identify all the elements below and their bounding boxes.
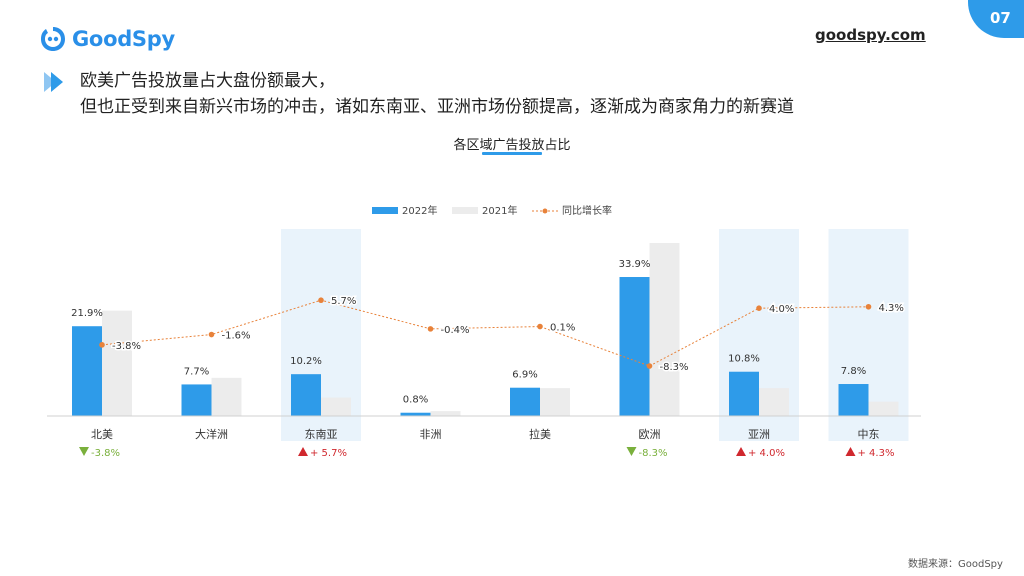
bar-2021-2 [321,397,351,416]
growth-point-0 [99,342,105,348]
bar-2022-0 [72,326,102,416]
growth-point-6 [756,305,762,312]
change-label-4: + 4.3% [858,448,895,459]
legend-swatch-0 [372,207,398,214]
growth-label-0: -3.8% [112,341,141,352]
headline-line-2: 但也正受到来自新兴市场的冲击，诸如东南亚、亚洲市场份额提高，逐渐成为商家角力的新… [80,97,794,117]
growth-point-2 [318,297,324,304]
brand-logo: GoodSpy [40,26,175,52]
down-triangle-icon-2 [626,447,637,456]
bar-2021-0 [102,310,132,416]
bar-2022-3 [400,412,431,416]
bar-2022-1 [181,384,212,416]
legend-label-1: 2021年 [482,204,517,217]
legend-swatch-1 [452,207,478,214]
site-link[interactable]: goodspy.com [815,26,926,44]
bar-2022-label-3: 0.8% [403,395,428,406]
bar-2022-label-0: 21.9% [71,308,103,319]
category-label-7: 中东 [858,428,880,441]
growth-point-1 [208,331,215,338]
category-label-4: 拉美 [529,427,551,441]
bar-2022-label-1: 7.7% [184,366,209,377]
up-triangle-icon-3 [736,447,746,456]
category-label-5: 欧洲 [639,428,661,441]
bar-2022-label-6: 10.8% [728,354,760,365]
growth-label-1: -1.6% [222,331,251,342]
growth-label-2: 5.7% [331,296,356,307]
bar-2022-4 [510,387,540,416]
brand-name: GoodSpy [72,27,175,51]
data-source: 数据来源：GoodSpy [908,559,1003,570]
page-number: 07 [990,9,1011,27]
legend-marker-2 [542,208,548,214]
bar-2022-2 [291,374,321,416]
bar-2022-5 [619,277,650,416]
growth-line [101,299,869,367]
bar-2022-7 [838,384,869,416]
growth-point-4 [537,323,543,330]
bar-2021-7 [868,401,899,416]
bar-2021-5 [649,242,680,416]
bar-2021-3 [430,411,461,416]
bar-2021-6 [759,388,789,416]
bar-2022-label-4: 6.9% [512,370,537,381]
change-label-1: + 5.7% [310,448,347,459]
growth-label-4: 0.1% [550,323,575,334]
up-triangle-icon-1 [298,447,308,456]
legend-label-0: 2022年 [402,204,437,217]
play-arrow-icon [44,72,63,92]
change-label-2: -8.3% [639,448,668,459]
up-triangle-icon-4 [845,447,856,456]
legend-label-2: 同比增长率 [562,204,612,217]
category-label-3: 非洲 [420,428,442,441]
growth-label-3: -0.4% [441,325,470,336]
growth-point-5 [646,363,653,369]
headline: 欧美广告投放量占大盘份额最大， 但也正受到来自新兴市场的冲击，诸如东南亚、亚洲市… [80,68,794,120]
change-label-3: + 4.0% [748,448,785,459]
category-label-1: 大洋洲 [195,427,228,441]
category-label-6: 亚洲 [748,428,770,441]
bar-2022-6 [729,371,759,416]
chart-title-underline [482,152,542,155]
change-label-0: -3.8% [91,448,120,459]
category-label-0: 北美 [91,428,113,441]
growth-label-7: 4.3% [879,303,904,314]
growth-point-7 [865,303,872,310]
bar-2022-label-2: 10.2% [290,356,322,367]
bar-2022-label-7: 7.8% [841,366,866,377]
goodspy-logo-icon [41,27,65,51]
growth-label-5: -8.3% [660,362,689,373]
category-label-2: 东南亚 [305,428,338,441]
bar-2021-4 [540,388,570,416]
bar-2022-label-5: 33.9% [619,259,651,270]
headline-line-1: 欧美广告投放量占大盘份额最大， [80,71,335,91]
growth-point-3 [427,326,434,332]
down-triangle-icon-0 [79,447,89,456]
chart-title: 各区域广告投放占比 [453,137,570,153]
growth-label-6: 4.0% [769,304,794,315]
bar-2021-1 [211,377,242,416]
